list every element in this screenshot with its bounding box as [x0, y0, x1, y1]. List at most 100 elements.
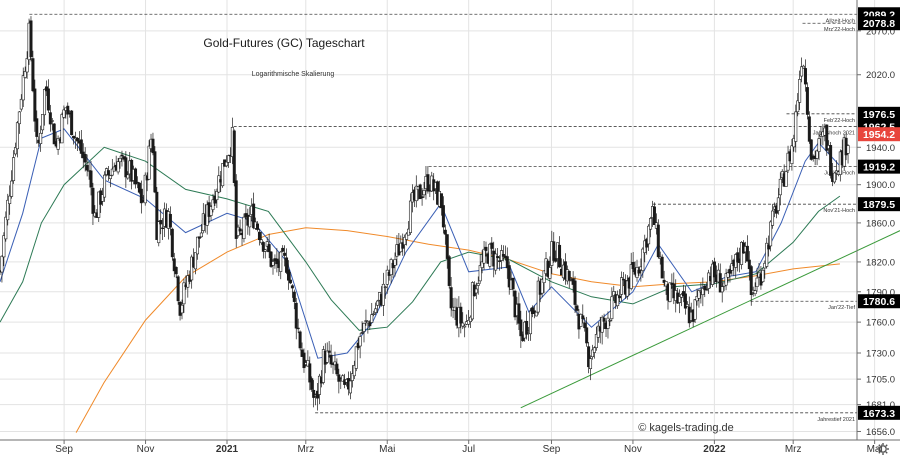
- candle-body: [701, 288, 705, 296]
- candle-body: [263, 249, 267, 252]
- candle-body: [238, 228, 242, 232]
- candle-body: [194, 252, 198, 270]
- y-tick-label: 1705.0: [866, 375, 895, 386]
- candle-body: [558, 244, 562, 268]
- candle-body: [139, 188, 143, 204]
- price-badge-label: 1780.6: [863, 296, 895, 308]
- candle-body: [747, 259, 751, 270]
- candle-body: [778, 178, 782, 196]
- candle-body: [420, 196, 424, 199]
- candle-body: [168, 213, 172, 228]
- candle-body: [641, 248, 645, 271]
- candle-body: [151, 138, 155, 154]
- candle-body: [552, 241, 556, 261]
- candle-body: [364, 320, 368, 322]
- candle-body: [13, 147, 17, 155]
- candle-body: [60, 114, 64, 144]
- candle-body: [0, 255, 4, 273]
- candle-body: [798, 79, 802, 103]
- candle-body: [25, 58, 29, 73]
- support-trendline: [520, 230, 900, 409]
- candle-body: [668, 282, 672, 302]
- candle-body: [124, 157, 128, 178]
- chart-title: Gold-Futures (GC) Tageschart: [203, 36, 365, 50]
- candle-body: [618, 295, 622, 299]
- candle-body: [501, 254, 505, 257]
- candle-body: [790, 145, 794, 165]
- candle-body: [441, 205, 445, 228]
- price-badge: [858, 197, 900, 212]
- candle-body: [374, 308, 378, 313]
- candle-body: [325, 350, 329, 363]
- candle-body: [594, 334, 598, 349]
- candle-body: [310, 378, 314, 390]
- candle-body: [488, 243, 492, 267]
- candle-body: [48, 112, 52, 125]
- candle-body: [370, 314, 374, 323]
- candle-body: [498, 260, 502, 262]
- candle-body: [85, 165, 89, 171]
- y-tick-label: 1790.0: [866, 287, 895, 298]
- y-tick-label: 1760.0: [866, 318, 895, 329]
- candle-body: [279, 251, 283, 272]
- candle-body: [590, 349, 594, 358]
- candle-body: [215, 191, 219, 201]
- candle-body: [15, 122, 19, 150]
- candle-body: [439, 193, 443, 209]
- candle-body: [350, 373, 354, 381]
- candle-body: [647, 225, 651, 245]
- candle-body: [226, 155, 230, 163]
- price-badge: [858, 127, 900, 142]
- candle-body: [302, 352, 306, 369]
- candle-body: [755, 277, 759, 288]
- candle-body: [110, 168, 114, 176]
- candle-body: [631, 262, 635, 270]
- candle-body: [358, 336, 362, 347]
- candle-body: [298, 331, 302, 349]
- candle-body: [19, 98, 23, 110]
- x-tick-label: Sep: [543, 444, 561, 455]
- candle-body: [718, 273, 722, 293]
- candle-body: [660, 256, 664, 279]
- candle-body: [56, 138, 60, 150]
- candle-body: [608, 320, 612, 322]
- candle-body: [589, 358, 593, 370]
- candle-body: [468, 316, 472, 322]
- candle-body: [445, 234, 449, 259]
- candle-body: [21, 75, 25, 101]
- candle-body: [352, 365, 356, 377]
- candle-body: [833, 172, 837, 183]
- candle-body: [155, 191, 159, 240]
- candle-body: [348, 380, 352, 394]
- candle-body: [271, 261, 275, 266]
- candle-body: [649, 218, 653, 230]
- candle-body: [519, 319, 523, 337]
- candle-body: [664, 281, 668, 287]
- candle-body: [161, 227, 165, 229]
- candle-body: [17, 111, 21, 125]
- candle-body: [753, 290, 757, 295]
- candle-body: [776, 197, 780, 211]
- candle-body: [126, 174, 130, 179]
- candle-body: [50, 120, 54, 122]
- candle-body: [89, 170, 93, 188]
- settings-gear-icon[interactable]: [877, 443, 889, 455]
- candle-body: [23, 71, 27, 78]
- candle-body: [174, 267, 178, 275]
- candle-body: [447, 256, 451, 286]
- candle-body: [35, 118, 39, 137]
- candle-body: [368, 322, 372, 327]
- candle-body: [376, 300, 380, 306]
- candle-body: [463, 325, 467, 328]
- candle-body: [761, 269, 765, 283]
- candle-body: [736, 252, 740, 263]
- candle-body: [805, 87, 809, 115]
- price-badge: [858, 16, 900, 31]
- candle-body: [809, 139, 813, 160]
- candle-body: [211, 199, 215, 210]
- candle-body: [170, 228, 174, 258]
- level-label: Allzeit-Hoch: [826, 18, 855, 24]
- candle-body: [771, 210, 775, 226]
- candle-body: [134, 168, 138, 185]
- candle-body: [31, 58, 35, 92]
